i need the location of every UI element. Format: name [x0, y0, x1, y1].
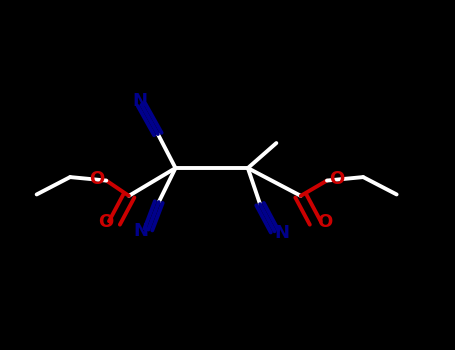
- Text: O: O: [329, 170, 344, 188]
- Text: O: O: [89, 170, 104, 188]
- Text: N: N: [134, 222, 149, 240]
- Text: N: N: [274, 224, 289, 241]
- Text: N: N: [132, 92, 147, 110]
- Text: O: O: [98, 212, 113, 231]
- Text: O: O: [317, 212, 332, 231]
